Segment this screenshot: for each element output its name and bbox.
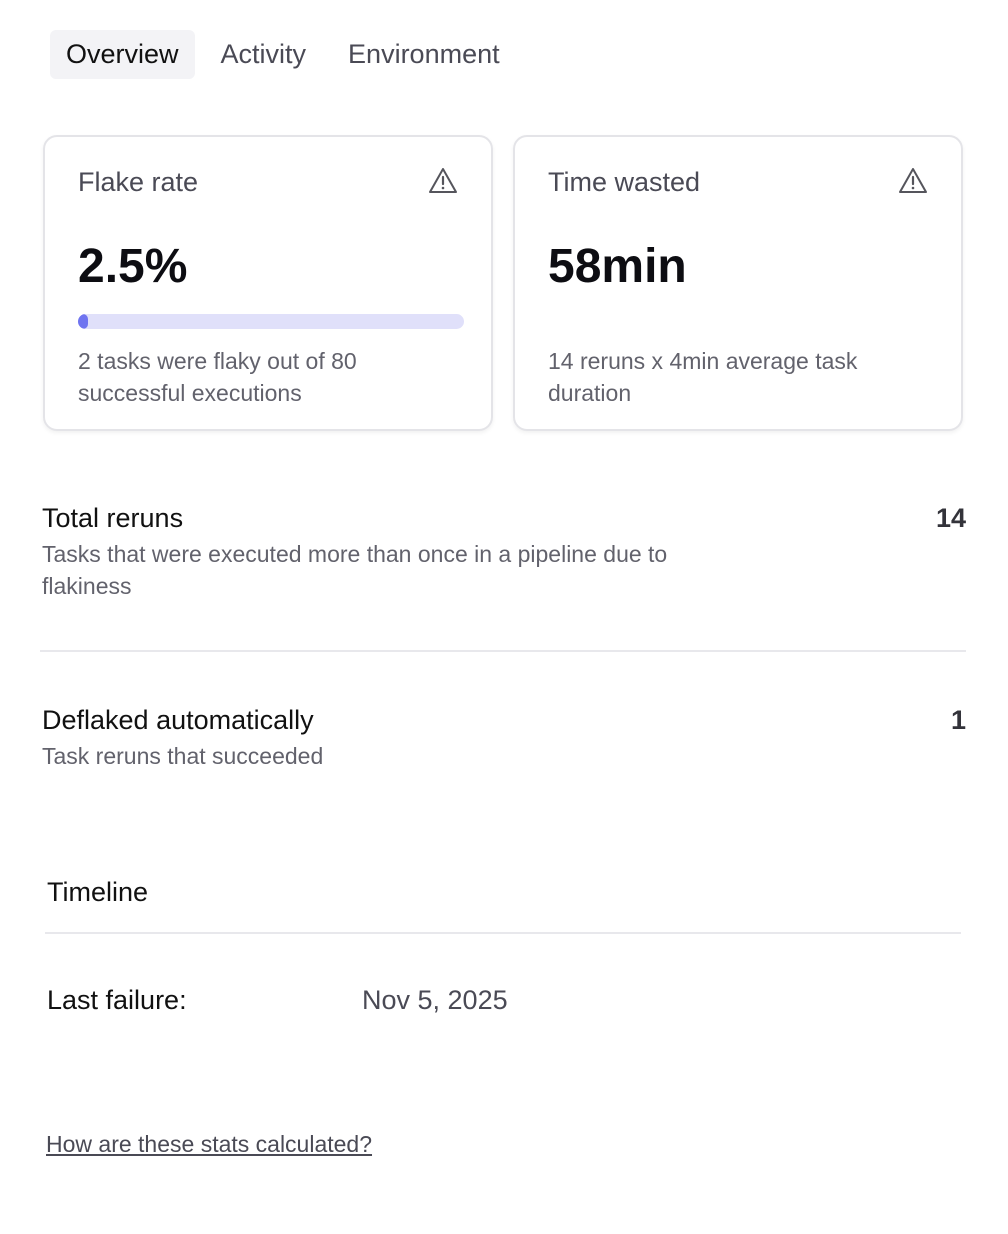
stat-description: Tasks that were executed more than once … [42, 541, 668, 599]
flake-rate-card: Flake rate 2.5% 2 tasks were flaky out o… [43, 135, 493, 431]
flake-rate-progress-bar [78, 314, 464, 329]
divider [40, 650, 966, 652]
warning-icon [429, 168, 457, 193]
card-description: 2 tasks were flaky out of 80 successful … [78, 348, 357, 406]
time-wasted-value: 58min [548, 240, 687, 293]
deflaked-stat: Deflaked automatically Task reruns that … [42, 705, 966, 772]
card-title: Time wasted [548, 167, 701, 197]
stat-label: Total reruns [42, 503, 184, 533]
last-failure-label: Last failure: [47, 985, 187, 1015]
tab-bar: Overview Activity Environment [50, 30, 516, 79]
stat-value: 1 [950, 705, 966, 735]
card-description: 14 reruns x 4min average task duration [548, 348, 858, 406]
tab-overview[interactable]: Overview [50, 30, 195, 79]
total-reruns-stat: Total reruns Tasks that were executed mo… [42, 503, 966, 602]
tab-environment[interactable]: Environment [348, 39, 500, 69]
tab-activity[interactable]: Activity [220, 39, 307, 69]
progress-fill [78, 314, 88, 329]
stat-description: Task reruns that succeeded [42, 743, 324, 769]
stat-value: 14 [935, 503, 966, 533]
divider [45, 932, 961, 934]
card-title: Flake rate [78, 167, 199, 197]
last-failure-value: Nov 5, 2025 [362, 985, 508, 1015]
flake-rate-value: 2.5% [78, 240, 188, 293]
time-wasted-card: Time wasted 58min 14 reruns x 4min avera… [513, 135, 963, 431]
warning-icon [899, 168, 927, 193]
stat-label: Deflaked automatically [42, 705, 314, 735]
timeline-title: Timeline [47, 877, 149, 907]
stats-help-link[interactable]: How are these stats calculated? [46, 1131, 373, 1157]
